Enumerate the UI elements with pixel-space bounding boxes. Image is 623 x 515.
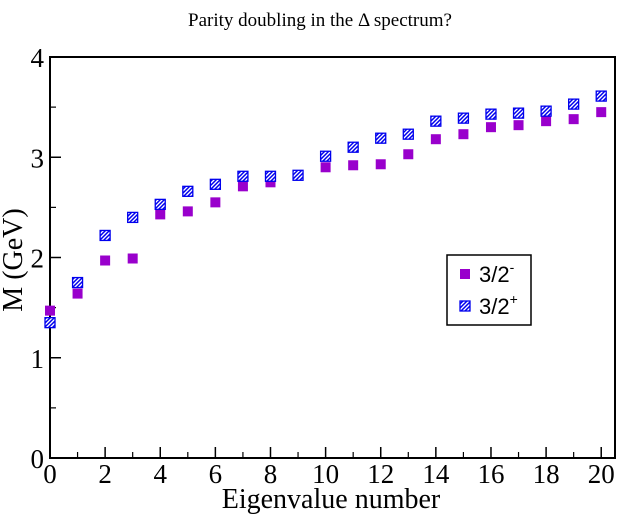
point-3-2minus xyxy=(100,255,111,266)
point-3-2plus xyxy=(512,107,525,119)
y-tick-label: 0 xyxy=(31,444,45,474)
point-3-2minus xyxy=(513,120,524,131)
legend-frame xyxy=(446,254,532,326)
point-legend-3-2plus xyxy=(459,300,471,312)
x-tick-label: 6 xyxy=(209,459,223,489)
point-3-2minus xyxy=(485,122,496,133)
legend-label: 3/2+ xyxy=(479,291,518,319)
x-tick-label: 16 xyxy=(477,459,504,489)
y-tick-label: 3 xyxy=(31,143,45,173)
x-tick-label: 14 xyxy=(422,459,450,489)
point-3-2minus xyxy=(127,253,138,264)
point-legend-3-2minus xyxy=(460,269,470,279)
point-3-2plus xyxy=(430,115,442,127)
point-3-2minus xyxy=(596,107,607,118)
x-tick-label: 4 xyxy=(153,459,167,489)
point-3-2minus xyxy=(155,209,166,220)
point-3-2minus xyxy=(210,197,221,208)
legend: 3/2- 3/2+ xyxy=(446,254,532,326)
point-3-2plus xyxy=(375,132,387,144)
point-3-2minus xyxy=(320,162,331,173)
x-tick-label: 10 xyxy=(312,459,339,489)
point-3-2plus xyxy=(209,178,222,190)
x-tick-label: 8 xyxy=(264,459,278,489)
x-tick-label: 0 xyxy=(43,459,57,489)
point-3-2minus xyxy=(430,134,441,145)
point-3-2plus xyxy=(237,170,249,182)
point-3-2plus xyxy=(540,105,552,117)
point-3-2plus xyxy=(347,141,359,153)
chart-title: Parity doubling in the Δ spectrum? xyxy=(188,10,452,31)
y-tick-label: 2 xyxy=(31,244,45,274)
point-3-2minus xyxy=(458,129,469,140)
point-3-2plus xyxy=(568,98,580,110)
legend-label: 3/2- xyxy=(479,259,515,287)
point-3-2plus xyxy=(457,112,470,124)
x-tick-label: 18 xyxy=(533,459,560,489)
x-tick-label: 20 xyxy=(588,459,615,489)
point-3-2minus xyxy=(45,305,55,316)
x-tick-label: 12 xyxy=(367,459,394,489)
point-3-2plus xyxy=(264,170,277,182)
point-3-2plus xyxy=(44,317,56,329)
point-3-2minus xyxy=(265,177,276,188)
point-3-2plus xyxy=(319,150,332,162)
point-3-2minus xyxy=(348,160,359,171)
point-3-2minus xyxy=(541,116,552,127)
point-3-2plus xyxy=(127,211,139,224)
point-3-2minus xyxy=(72,288,83,299)
point-3-2minus xyxy=(568,114,579,125)
point-3-2plus xyxy=(71,276,84,289)
point-3-2plus xyxy=(595,90,607,102)
x-axis-label: Eigenvalue number xyxy=(222,484,441,515)
y-axis-label: M (GeV) xyxy=(0,208,29,311)
point-3-2minus xyxy=(375,159,386,170)
point-3-2plus xyxy=(182,185,194,197)
data-points xyxy=(44,90,607,329)
x-tick-label: 2 xyxy=(98,459,112,489)
point-3-2plus xyxy=(402,128,414,140)
point-3-2minus xyxy=(237,181,248,192)
y-tick-label: 4 xyxy=(31,43,45,73)
point-3-2plus xyxy=(99,229,111,242)
point-3-2plus xyxy=(292,169,304,181)
y-tick-label: 1 xyxy=(31,344,45,374)
point-3-2plus xyxy=(154,198,166,211)
point-3-2minus xyxy=(182,206,193,217)
point-3-2minus xyxy=(403,149,414,160)
point-3-2plus xyxy=(485,108,497,120)
